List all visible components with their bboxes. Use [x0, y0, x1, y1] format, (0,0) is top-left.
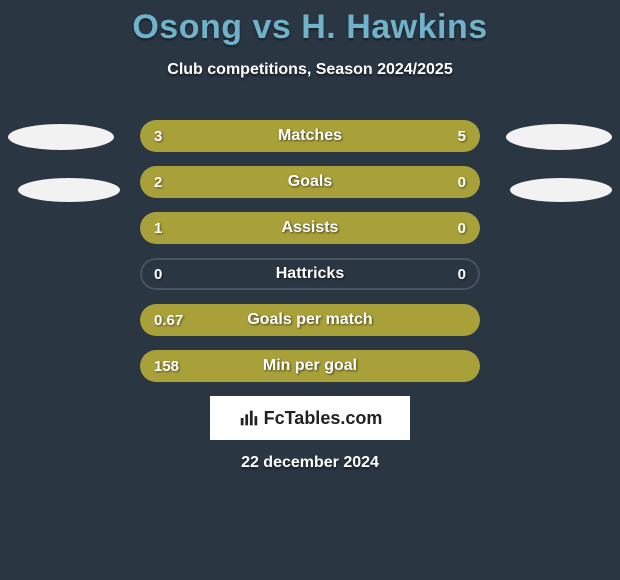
stat-value-left: 0.67	[154, 304, 183, 336]
title-vs: vs	[252, 8, 291, 46]
bar-fill-left	[140, 166, 398, 198]
stat-row: 158Min per goal	[140, 350, 480, 382]
stat-row: 35Matches	[140, 120, 480, 152]
page-title: Osong vs H. Hawkins	[0, 0, 620, 47]
avatar-right-1	[506, 124, 612, 150]
avatar-left-2	[18, 178, 120, 202]
logo: FcTables.com	[238, 407, 383, 429]
stat-value-right: 0	[458, 212, 466, 244]
bar-fill-right	[398, 166, 480, 198]
stat-value-right: 5	[458, 120, 466, 152]
comparison-bars: 35Matches20Goals10Assists00Hattricks0.67…	[140, 120, 480, 396]
bar-track	[140, 258, 480, 290]
stat-value-left: 158	[154, 350, 179, 382]
stat-value-left: 2	[154, 166, 162, 198]
bar-fill-full	[140, 350, 480, 382]
title-player-right: H. Hawkins	[301, 8, 487, 46]
logo-box: FcTables.com	[210, 396, 410, 440]
subtitle: Club competitions, Season 2024/2025	[0, 61, 620, 79]
stat-value-left: 3	[154, 120, 162, 152]
bar-fill-right	[398, 212, 480, 244]
stat-row: 20Goals	[140, 166, 480, 198]
bar-fill-right	[268, 120, 481, 152]
stat-value-right: 0	[458, 166, 466, 198]
bar-fill-full	[140, 304, 480, 336]
bar-fill-left	[140, 212, 398, 244]
stat-row: 10Assists	[140, 212, 480, 244]
stat-row: 00Hattricks	[140, 258, 480, 290]
logo-text: FcTables.com	[264, 408, 383, 429]
stat-value-left: 0	[154, 258, 162, 290]
avatar-left-1	[8, 124, 114, 150]
chart-icon	[238, 407, 260, 429]
avatar-right-2	[510, 178, 612, 202]
stat-value-right: 0	[458, 258, 466, 290]
date-text: 22 december 2024	[0, 454, 620, 472]
stat-value-left: 1	[154, 212, 162, 244]
title-player-left: Osong	[132, 8, 242, 46]
stat-row: 0.67Goals per match	[140, 304, 480, 336]
